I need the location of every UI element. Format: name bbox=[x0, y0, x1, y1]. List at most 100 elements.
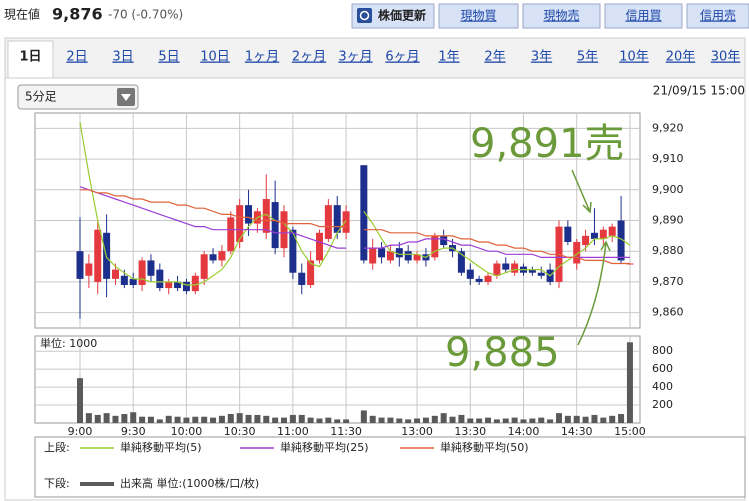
volume-bar bbox=[192, 416, 199, 423]
volume-bar bbox=[85, 413, 92, 423]
volume-bar bbox=[298, 414, 305, 423]
candle-body bbox=[333, 205, 341, 233]
volume-bar bbox=[440, 413, 447, 423]
legend-label: 上段: bbox=[44, 440, 70, 454]
volume-bar bbox=[547, 419, 554, 423]
volume-unit: 単位: 1000 bbox=[40, 336, 97, 350]
candle-body bbox=[111, 269, 119, 279]
price-change: -70 (-0.70%) bbox=[108, 8, 183, 22]
action-button[interactable] bbox=[604, 3, 683, 29]
y-tick-label: 9,860 bbox=[652, 306, 684, 319]
price-label: 現在値 bbox=[4, 7, 40, 22]
candle-body bbox=[360, 165, 368, 261]
candle-body bbox=[608, 226, 616, 236]
candle-body bbox=[511, 263, 519, 273]
volume-bar bbox=[201, 416, 208, 423]
candle-body bbox=[404, 251, 412, 261]
volume-bar bbox=[227, 414, 234, 423]
volume-bar bbox=[325, 417, 332, 423]
candle-body bbox=[537, 272, 545, 276]
volume-bar bbox=[94, 414, 101, 423]
annotation-arrow bbox=[577, 240, 611, 346]
x-tick-label: 11:00 bbox=[277, 425, 309, 438]
action-button[interactable] bbox=[686, 3, 749, 29]
candle-body bbox=[626, 263, 634, 265]
tab-selected[interactable] bbox=[7, 40, 54, 79]
action-button[interactable] bbox=[438, 3, 519, 29]
volume-bar bbox=[245, 414, 252, 423]
tab-label[interactable]: 30年 bbox=[711, 50, 741, 65]
volume-bar bbox=[449, 416, 456, 423]
candle-body bbox=[236, 205, 244, 242]
volume-bar bbox=[485, 417, 492, 423]
candle-body bbox=[94, 229, 102, 282]
candle-body bbox=[502, 263, 510, 270]
volume-bar bbox=[218, 415, 225, 423]
volume-bar bbox=[360, 410, 367, 423]
x-tick-label: 14:00 bbox=[508, 425, 540, 438]
volume-bar bbox=[121, 414, 128, 423]
tab-label[interactable]: 1日 bbox=[19, 50, 41, 65]
candle-body bbox=[617, 220, 625, 261]
tab-label[interactable]: 3日 bbox=[112, 50, 133, 65]
volume-bar bbox=[573, 415, 580, 423]
tab-label[interactable]: 1年 bbox=[438, 50, 459, 65]
tab-label[interactable]: 1ヶ月 bbox=[245, 50, 279, 65]
tab-label[interactable]: 3ヶ月 bbox=[338, 50, 372, 65]
y-tick-label: 9,890 bbox=[652, 214, 684, 227]
current-price: 9,876 bbox=[52, 5, 103, 24]
tab-label[interactable]: 2日 bbox=[66, 50, 87, 65]
candle-body bbox=[457, 251, 465, 273]
legend-text: 出来高 単位:(1000株/口/枚) bbox=[120, 476, 259, 490]
candle-body bbox=[475, 278, 483, 282]
legend-box bbox=[34, 436, 746, 498]
x-tick-label: 13:00 bbox=[401, 425, 433, 438]
candle-body bbox=[209, 254, 217, 261]
candle-body bbox=[120, 275, 128, 285]
tab-label[interactable]: 20年 bbox=[666, 50, 696, 65]
candle-body bbox=[590, 232, 598, 239]
candle-body bbox=[200, 254, 208, 279]
candle-body bbox=[484, 275, 492, 282]
y-tick-label: 9,910 bbox=[652, 152, 684, 165]
y-tick-label: 9,880 bbox=[652, 244, 684, 257]
volume-bar bbox=[254, 414, 261, 423]
candle-body bbox=[129, 278, 137, 285]
candle-body bbox=[573, 242, 581, 264]
y-tick-label: 600 bbox=[652, 362, 673, 375]
moving-average-line bbox=[80, 189, 630, 265]
volume-bar bbox=[591, 414, 598, 423]
volume-bar bbox=[600, 417, 607, 423]
x-tick-label: 10:00 bbox=[171, 425, 203, 438]
candle-body bbox=[227, 217, 235, 252]
tab-bar bbox=[4, 37, 746, 79]
volume-bar bbox=[582, 416, 589, 423]
y-tick-label: 9,900 bbox=[652, 183, 684, 196]
candle-body bbox=[280, 211, 288, 249]
tab-label[interactable]: 2年 bbox=[484, 50, 505, 65]
volume-bar bbox=[387, 417, 394, 423]
candle-body bbox=[528, 269, 536, 273]
tab-label[interactable]: 6ヶ月 bbox=[385, 50, 419, 65]
tab-label[interactable]: 2ヶ月 bbox=[292, 50, 326, 65]
volume-bar bbox=[103, 413, 110, 423]
volume-bar bbox=[334, 419, 341, 423]
volume-bar bbox=[414, 418, 421, 423]
volume-bar bbox=[538, 417, 545, 423]
volume-bar bbox=[467, 418, 474, 423]
interval-select[interactable] bbox=[17, 84, 139, 110]
button-label: 信用売 bbox=[700, 8, 736, 23]
tab-label[interactable]: 3年 bbox=[531, 50, 552, 65]
tab-label[interactable]: 10年 bbox=[619, 50, 649, 65]
candle-body bbox=[182, 281, 190, 292]
button-label: 現物売 bbox=[543, 8, 579, 23]
timestamp: 21/09/15 15:00 bbox=[653, 84, 745, 98]
x-tick-label: 11:30 bbox=[330, 425, 362, 438]
action-button[interactable] bbox=[522, 3, 601, 29]
volume-bar bbox=[405, 419, 412, 423]
tab-label[interactable]: 5年 bbox=[577, 50, 598, 65]
tab-label[interactable]: 10日 bbox=[200, 50, 230, 65]
y-tick-label: 9,870 bbox=[652, 275, 684, 288]
tab-label[interactable]: 5日 bbox=[158, 50, 179, 65]
